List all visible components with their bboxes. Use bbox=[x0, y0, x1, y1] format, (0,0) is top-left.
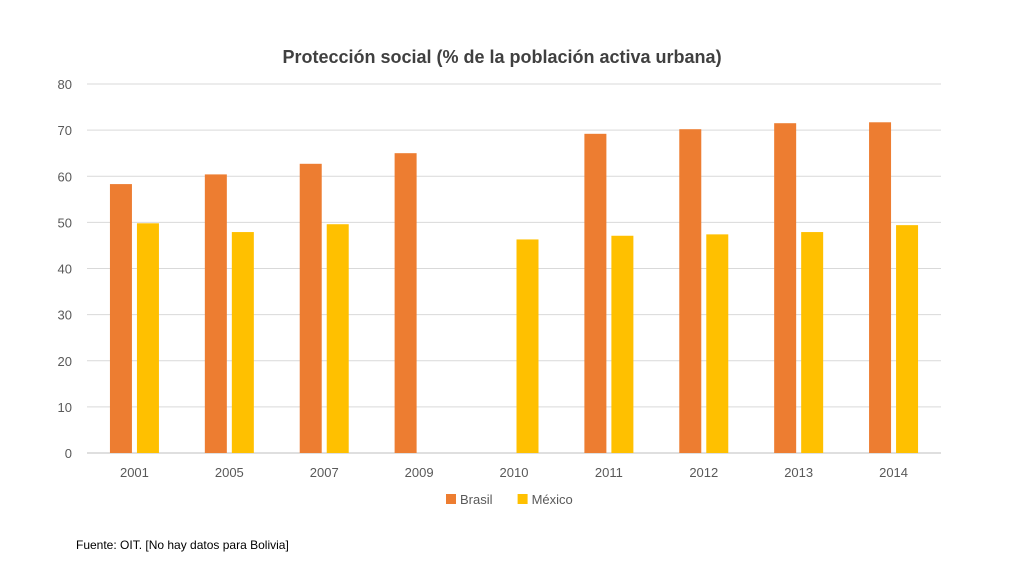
y-tick-label: 50 bbox=[58, 215, 72, 230]
bar-brasil-2001 bbox=[109, 184, 132, 453]
bar-brasil-2009 bbox=[394, 153, 417, 453]
bar-brasil-2005 bbox=[204, 174, 227, 453]
x-tick-label: 2010 bbox=[500, 465, 529, 480]
bar-m-xico-2005 bbox=[231, 232, 254, 453]
legend-label-1: Brasil bbox=[460, 492, 493, 507]
y-tick-label: 80 bbox=[58, 77, 72, 92]
bar-brasil-2013 bbox=[774, 123, 797, 454]
x-tick-label: 2013 bbox=[784, 465, 813, 480]
x-tick-label: 2009 bbox=[405, 465, 434, 480]
y-tick-label: 0 bbox=[65, 446, 72, 461]
y-tick-label: 70 bbox=[58, 123, 72, 138]
bar-m-xico-2007 bbox=[326, 224, 349, 453]
legend-swatch-2 bbox=[517, 494, 528, 504]
bar-m-xico-2014 bbox=[896, 225, 919, 453]
y-axis-ticks: 0 10 20 30 40 50 60 70 80 bbox=[58, 77, 72, 461]
source-note: Fuente: OIT. [No hay datos para Bolivia] bbox=[76, 538, 289, 552]
x-tick-label: 2012 bbox=[689, 465, 718, 480]
y-tick-label: 20 bbox=[58, 354, 72, 369]
bar-brasil-2014 bbox=[869, 122, 892, 453]
x-tick-label: 2011 bbox=[595, 465, 623, 480]
bars bbox=[109, 122, 919, 454]
x-tick-label: 2001 bbox=[120, 465, 149, 480]
bar-m-xico-2012 bbox=[706, 234, 729, 453]
chart-title: Protección social (% de la población act… bbox=[282, 47, 721, 67]
bar-brasil-2012 bbox=[679, 129, 702, 453]
x-axis-ticks: 2001 2005 2007 2009 2010 2011 2012 2013 2014 bbox=[120, 465, 908, 480]
gridlines bbox=[87, 83, 941, 454]
bar-m-xico-2011 bbox=[611, 235, 634, 453]
bar-m-xico-2013 bbox=[801, 232, 824, 453]
x-tick-label: 2005 bbox=[215, 465, 244, 480]
legend-label-2: México bbox=[532, 492, 573, 507]
y-tick-label: 10 bbox=[58, 400, 72, 415]
legend-swatch-1 bbox=[446, 494, 456, 504]
x-tick-label: 2007 bbox=[310, 465, 339, 480]
bar-m-xico-2001 bbox=[136, 223, 159, 453]
y-tick-label: 30 bbox=[58, 308, 72, 323]
bar-brasil-2007 bbox=[299, 163, 322, 453]
legend: Brasil México bbox=[446, 492, 573, 507]
y-tick-label: 60 bbox=[58, 169, 72, 184]
bar-m-xico-2010 bbox=[516, 239, 539, 453]
x-tick-label: 2014 bbox=[879, 465, 908, 480]
y-tick-label: 40 bbox=[58, 262, 72, 277]
bar-brasil-2011 bbox=[584, 133, 607, 453]
